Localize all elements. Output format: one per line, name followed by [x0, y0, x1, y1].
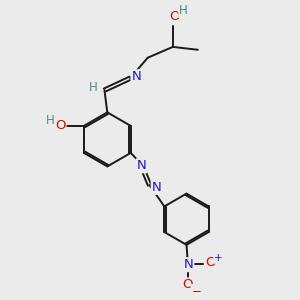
Text: N: N: [184, 258, 194, 271]
Text: O: O: [55, 119, 65, 132]
Text: H: H: [89, 81, 98, 94]
Text: N: N: [152, 181, 161, 194]
Text: O: O: [183, 278, 193, 292]
Text: O: O: [169, 10, 179, 23]
Text: N: N: [137, 159, 146, 172]
Text: O: O: [205, 256, 215, 269]
Text: N: N: [131, 70, 141, 83]
Text: −: −: [191, 285, 201, 298]
Text: +: +: [214, 253, 223, 263]
Text: H: H: [46, 114, 55, 127]
Text: H: H: [179, 4, 188, 17]
